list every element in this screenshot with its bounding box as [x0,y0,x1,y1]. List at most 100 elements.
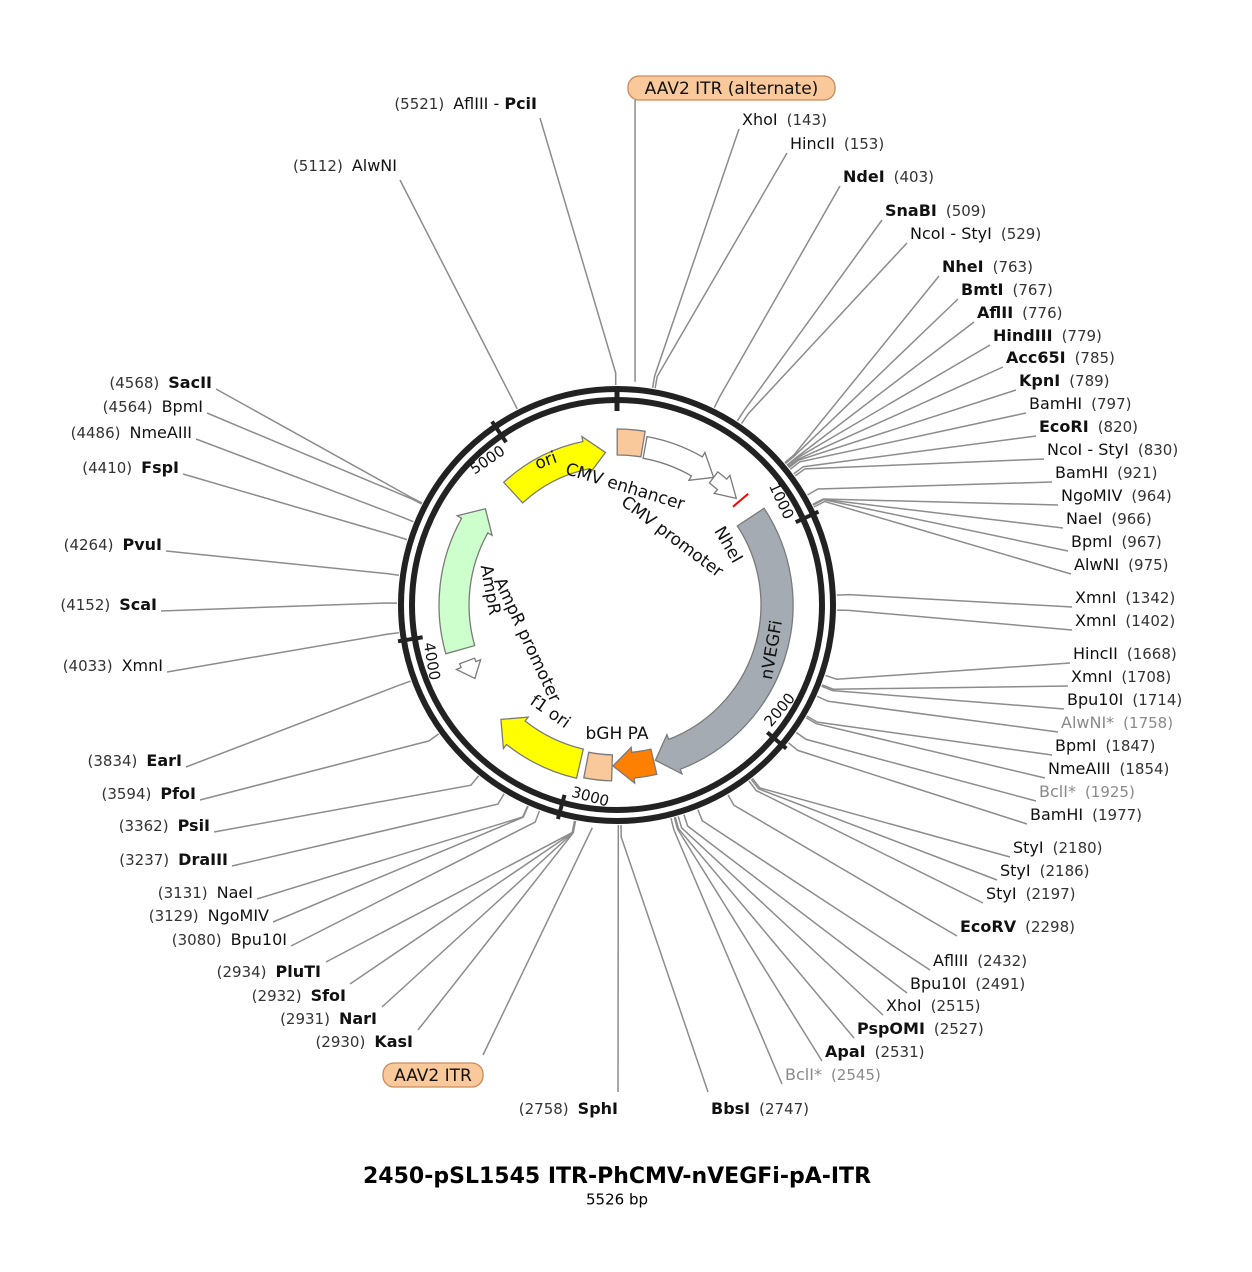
site-name: XhoI [742,110,778,129]
site-label: XmnI (1402) [1075,611,1175,630]
feature-label: bGH PA [586,724,649,744]
site-label: PspOMI (2527) [857,1019,984,1038]
site-leader [539,117,617,385]
site-label: BpmI (1847) [1055,736,1155,755]
feature [612,745,658,785]
site-label: BclI* (1925) [1039,782,1135,801]
site-position: (1847) [1105,737,1155,755]
site-name: NmeAIII [1048,759,1111,778]
features [438,428,794,785]
site-name: KpnI [1019,371,1060,390]
site-leader [182,473,408,541]
site-leader [713,185,841,409]
site-name: FspI [141,458,179,477]
tick-mark [794,509,820,525]
site-name: PspOMI [857,1019,925,1038]
site-name: NgoMIV [208,906,269,925]
site-position: (789) [1069,372,1109,390]
site-label: (2930) KasI [315,1032,413,1051]
site-position: (2531) [875,1043,925,1061]
site-name: XmnI [1075,588,1116,607]
site-leader [670,818,783,1085]
site-position: (5112) [293,157,343,175]
site-leader [673,817,823,1062]
site-leader [654,152,788,389]
site-position: (1668) [1127,645,1177,663]
site-label: Bpu10I (1714) [1067,690,1182,709]
site-position: (2515) [931,997,981,1015]
site-position: (820) [1098,418,1138,436]
site-name: NcoI - StyI [910,224,992,243]
site-label: NgoMIV (964) [1061,486,1172,505]
site-name: AlwNI [352,156,397,175]
site-leader [620,824,709,1093]
site-leader [821,684,1069,690]
site-leader [325,820,576,963]
site-position: (2186) [1040,862,1090,880]
site-position: (975) [1128,556,1168,574]
site-name: BpmI [162,397,203,416]
site-leader [381,820,576,1008]
site-label: (2931) NarI [280,1009,377,1028]
site-name: NarI [339,1009,377,1028]
site-name: NmeAIII [130,423,193,442]
site-position: (4486) [71,424,121,442]
site-label: KpnI (789) [1019,371,1110,390]
map-length: 5526 bp [586,1191,648,1209]
site-name: ScaI [119,595,157,614]
feature [500,716,585,780]
site-label: NcoI - StyI (830) [1047,440,1178,459]
site-label: AlwNI* (1758) [1061,713,1173,732]
site-name: NaeI [217,883,253,902]
site-leader [349,820,576,985]
site-position: (2747) [759,1100,809,1118]
site-label: (5112) AlwNI [293,156,397,175]
site-leader [806,715,1053,756]
site-leader [199,733,440,801]
feature [654,507,794,776]
site-name: AflIII - [453,94,504,113]
leader-lines [160,100,1073,1093]
site-label: StyI (2197) [986,884,1076,903]
site-position: (1342) [1125,589,1175,607]
site-position: (2432) [977,952,1027,970]
feature-label-box [382,1062,484,1088]
site-name: Bpu10I [910,974,966,993]
site-name: NaeI [1066,509,1102,528]
site-position: (779) [1062,327,1102,345]
site-position: (2931) [280,1010,330,1028]
site-leader [160,602,398,612]
site-leader [751,777,1011,858]
site-name: BamHI [1029,394,1082,413]
site-position: (2932) [252,987,302,1005]
site-position: (1758) [1123,714,1173,732]
site-name: SnaBI [885,201,937,220]
site-label: (3131) NaeI [158,883,253,902]
site-leader [290,810,541,947]
site-position: (3131) [158,884,208,902]
feature [642,435,715,482]
site-name: HincII [1073,644,1118,663]
site-position: (153) [844,135,884,153]
site-label: XhoI (2515) [886,996,981,1015]
site-label: (4264) PvuI [64,535,162,554]
site-position: (4033) [63,657,113,675]
site-position: (1714) [1132,691,1182,709]
site-name: AlwNI [1074,555,1119,574]
site-leader [787,366,1004,468]
site-name: EcoRI [1039,417,1089,436]
site-label: (4152) ScaI [60,595,157,614]
site-label: (5521) AflIII - PciI [394,94,537,113]
feature [616,428,646,458]
site-position: (1854) [1120,760,1170,778]
site-leader [788,742,1028,825]
site-leader [674,816,855,1039]
site-position: (2934) [217,963,267,981]
site-label: (4486) NmeAIII [71,423,192,442]
site-leader [256,805,529,900]
site-label: (3362) PsiI [119,816,210,835]
site-label: NcoI - StyI (529) [910,224,1041,243]
site-position: (830) [1138,441,1178,459]
site-leader [784,275,940,464]
